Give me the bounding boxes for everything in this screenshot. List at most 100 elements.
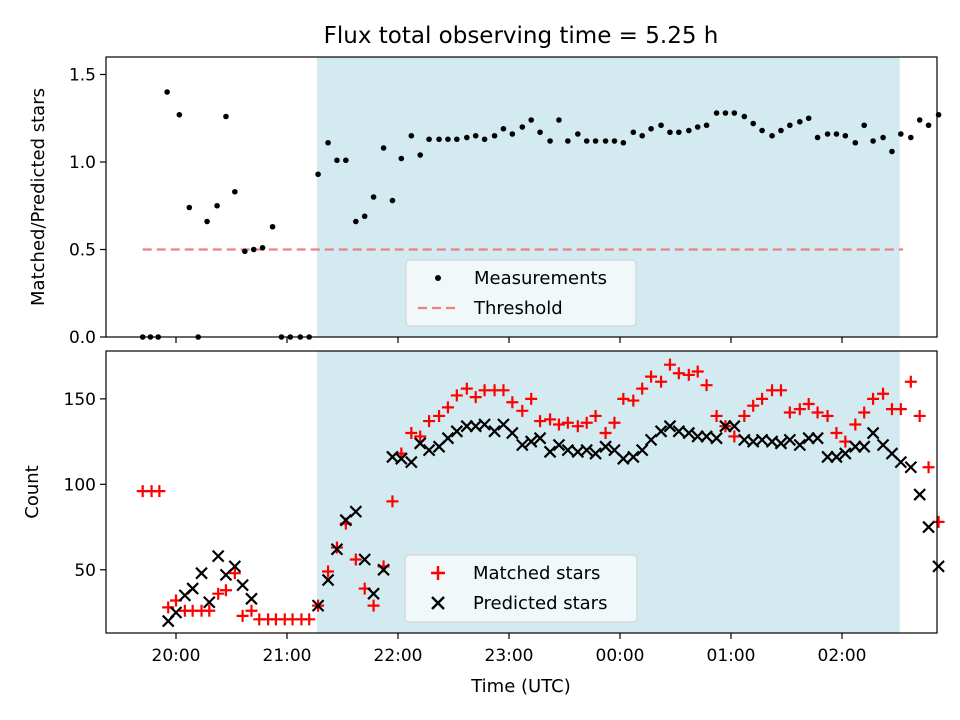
y-tick-label: 1.5 (69, 66, 96, 86)
matched-star-point (589, 409, 602, 422)
predicted-star-point (932, 560, 945, 573)
matched-star-point (460, 382, 473, 395)
measurement-point (537, 129, 543, 136)
matched-star-point (599, 427, 612, 440)
predicted-star-point (339, 513, 353, 527)
count-legend: Matched stars Predicted stars (404, 554, 638, 623)
matched-star-point (728, 430, 741, 443)
predicted-star-point (245, 592, 258, 606)
matched-star-point (441, 401, 454, 414)
measurement-point (408, 132, 415, 139)
predicted-star-point (552, 438, 566, 452)
matched-star-point (867, 392, 880, 405)
predicted-star-point (839, 447, 852, 460)
matched-star-point (162, 601, 175, 614)
matched-star-point (516, 404, 529, 417)
measurement-point (842, 132, 849, 139)
measurement-point (481, 136, 488, 143)
ratio-axes: 0.0 0.5 1.0 1.5 (69, 66, 843, 348)
matched-star-point (433, 409, 446, 422)
predicted-star-point (450, 425, 464, 438)
measurement-point (380, 145, 387, 151)
matched-star-point (414, 430, 427, 443)
measurement-point (583, 138, 590, 144)
matched-star-point (367, 599, 380, 612)
matched-star-point (228, 567, 241, 580)
matched-star-point (700, 379, 713, 392)
predicted-star-point (330, 542, 344, 556)
predicted-star-point (533, 431, 547, 445)
predicted-star-point (700, 430, 713, 443)
matched-star-point (747, 399, 760, 412)
predicted-star-point (543, 445, 557, 459)
predicted-star-point (857, 440, 871, 453)
measurement-point (722, 110, 729, 116)
measurement-point (889, 148, 895, 155)
matched-star-point (682, 368, 695, 381)
matched-star-point (236, 609, 249, 622)
predicted-star-point (793, 438, 807, 452)
predicted-star-point (367, 587, 380, 600)
measurement-point (164, 89, 170, 95)
measurement-point (769, 132, 775, 139)
measurement-point (611, 138, 618, 144)
measurement-point (575, 131, 581, 137)
predicted-star-point (811, 431, 824, 445)
matched-star-point (904, 375, 917, 388)
matched-star-point (783, 406, 796, 419)
ratio-y-axis-label: Matched/Predicted stars (28, 88, 49, 306)
matched-star-point (552, 418, 565, 431)
measurement-point (602, 138, 609, 144)
predicted-star-point (203, 595, 216, 609)
predicted-star-point (654, 425, 668, 438)
measurement-point (436, 136, 442, 143)
measurement-point (908, 134, 914, 141)
measurement-point (759, 127, 765, 134)
matched-star-point (506, 396, 519, 409)
predicted-star-point (358, 553, 371, 566)
predicted-star-point (663, 419, 677, 433)
matched-star-point (450, 389, 463, 402)
measurement-point (232, 188, 238, 195)
matched-star-point (469, 391, 482, 404)
measurement-point (565, 138, 571, 144)
matched-star-point (858, 406, 871, 419)
matched-star-point (691, 365, 704, 378)
matched-star-point (497, 384, 510, 397)
x-axis-label: Time (UTC) (470, 676, 571, 697)
matched-star-point (672, 367, 685, 380)
measurement-point (242, 248, 248, 255)
x-tick-label: 02:00 (818, 646, 867, 666)
matched-star-point (839, 435, 852, 448)
predicted-star-point (195, 566, 208, 580)
measurement-point (509, 131, 516, 137)
legend-predicted-marker (431, 596, 445, 610)
predicted-star-point (774, 437, 788, 450)
matched-star-point (821, 409, 834, 422)
measurement-point (778, 127, 784, 134)
predicted-star-point (866, 426, 880, 440)
measurement-point (814, 134, 821, 141)
matched-star-point (561, 416, 574, 429)
chart-title: Flux total observing time = 5.25 h (324, 23, 719, 49)
count-y-axis-label: Count (22, 465, 43, 518)
count-marks (136, 358, 945, 628)
measurement-point (916, 117, 923, 123)
matched-star-point (322, 565, 335, 578)
x-tick-label: 21:00 (263, 646, 312, 666)
count-panel: 50 100 150 20:00 21:00 22:00 23:00 00:00 01:00 02… (22, 350, 945, 666)
measurement-point (592, 138, 599, 144)
x-tick-label: 22:00 (374, 646, 423, 666)
matched-star-point (710, 409, 723, 422)
predicted-star-point (783, 433, 797, 447)
matched-star-point (386, 495, 399, 508)
predicted-star-point (169, 606, 183, 619)
predicted-star-point (186, 582, 199, 595)
matched-star-point (756, 392, 769, 405)
matched-star-point (894, 403, 907, 416)
measurement-point (686, 127, 692, 134)
measurement-point (880, 134, 886, 141)
measurement-point (353, 218, 359, 225)
matched-star-point (793, 403, 806, 416)
matched-star-point (655, 375, 668, 388)
